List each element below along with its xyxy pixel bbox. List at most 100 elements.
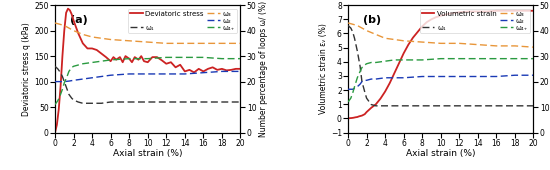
ω₄₊: [237, 58, 244, 60]
ω₁: [357, 65, 364, 67]
ω₁: [351, 37, 358, 39]
ω₁: [64, 88, 70, 90]
Volumetric strain: [433, 16, 439, 18]
ω₃: [400, 40, 407, 42]
ω₃: [218, 42, 225, 44]
ω₄₊: [364, 63, 370, 65]
Volumetric strain: [493, 10, 500, 12]
ω₃: [437, 42, 444, 44]
ω₄₊: [65, 70, 72, 72]
ω₂: [145, 73, 151, 75]
ω₂: [218, 70, 225, 72]
ω₃: [512, 45, 518, 47]
Volumetric strain: [419, 25, 426, 27]
ω₂: [126, 73, 133, 75]
ω₄₊: [361, 64, 368, 66]
ω₄₊: [475, 58, 481, 60]
ω₂: [357, 83, 364, 85]
ω₁: [372, 105, 379, 107]
ω₁: [354, 50, 361, 52]
ω₂: [372, 78, 379, 80]
ω₄₊: [107, 59, 114, 61]
ω₂: [70, 79, 77, 81]
ω₄₊: [145, 58, 151, 60]
ω₂: [352, 87, 359, 89]
Volumetric strain: [414, 31, 421, 33]
ω₃: [391, 39, 398, 41]
Volumetric strain: [361, 113, 368, 115]
ω₃: [364, 30, 370, 32]
ω₃: [70, 30, 77, 32]
ω₁: [200, 101, 207, 103]
ω₁: [70, 99, 77, 101]
ω₃: [163, 42, 169, 44]
ω₄₊: [391, 59, 398, 61]
ω₃: [419, 41, 426, 43]
ω₂: [182, 73, 188, 75]
Volumetric strain: [475, 11, 481, 13]
Line: ω₄₊: ω₄₊: [55, 57, 240, 105]
ω₂: [391, 77, 398, 79]
Volumetric strain: [345, 117, 351, 120]
ω₄₊: [70, 65, 77, 67]
ω₂: [419, 75, 426, 78]
ω₁: [348, 27, 354, 29]
ω₁: [89, 102, 95, 104]
Volumetric strain: [346, 117, 353, 119]
Line: Deviatoric stress: Deviatoric stress: [55, 9, 240, 133]
Volumetric strain: [387, 82, 393, 84]
Volumetric strain: [356, 115, 362, 117]
ω₄₊: [52, 104, 58, 106]
ω₄₊: [419, 59, 426, 61]
ω₂: [437, 75, 444, 78]
ω₁: [75, 101, 81, 103]
ω₃: [354, 24, 361, 27]
Line: ω₃: ω₃: [348, 23, 534, 47]
ω₂: [364, 79, 370, 81]
Volumetric strain: [350, 117, 357, 119]
ω₃: [382, 37, 388, 39]
ω₃: [200, 42, 207, 44]
ω₁: [65, 93, 72, 95]
ω₃: [65, 27, 72, 29]
Line: ω₃: ω₃: [55, 23, 240, 43]
ω₃: [237, 42, 244, 44]
ω₄₊: [349, 92, 356, 94]
ω₃: [475, 44, 481, 46]
ω₃: [349, 23, 356, 25]
ω₃: [56, 23, 63, 25]
ω₄₊: [200, 56, 207, 58]
ω₂: [475, 75, 481, 78]
ω₃: [372, 33, 379, 35]
ω₄₊: [54, 100, 61, 102]
ω₁: [107, 101, 114, 103]
ω₄₊: [354, 77, 361, 79]
ω₃: [52, 22, 58, 24]
ω₃: [345, 22, 351, 24]
Text: (a): (a): [70, 15, 87, 25]
ω₁: [182, 101, 188, 103]
ω₂: [89, 77, 95, 79]
ω₁: [419, 105, 426, 107]
ω₁: [68, 97, 75, 99]
ω₁: [512, 105, 518, 107]
ω₂: [456, 75, 463, 78]
ω₄₊: [351, 86, 358, 88]
Volumetric strain: [484, 11, 491, 13]
Line: Volumetric strain: Volumetric strain: [348, 11, 534, 118]
ω₁: [368, 104, 375, 106]
ω₃: [359, 27, 365, 29]
ω₁: [456, 105, 463, 107]
ω₁: [437, 105, 444, 107]
ω₁: [237, 101, 244, 103]
Volumetric strain: [377, 98, 384, 100]
ω₄₊: [400, 59, 407, 61]
ω₂: [530, 74, 537, 76]
Y-axis label: Volumetric strain εᵥ (%): Volumetric strain εᵥ (%): [319, 23, 328, 114]
ω₁: [126, 101, 133, 103]
ω₃: [98, 37, 104, 39]
ω₃: [530, 46, 537, 48]
Line: ω₁: ω₁: [55, 66, 240, 103]
ω₄₊: [56, 96, 63, 98]
ω₁: [349, 31, 356, 33]
